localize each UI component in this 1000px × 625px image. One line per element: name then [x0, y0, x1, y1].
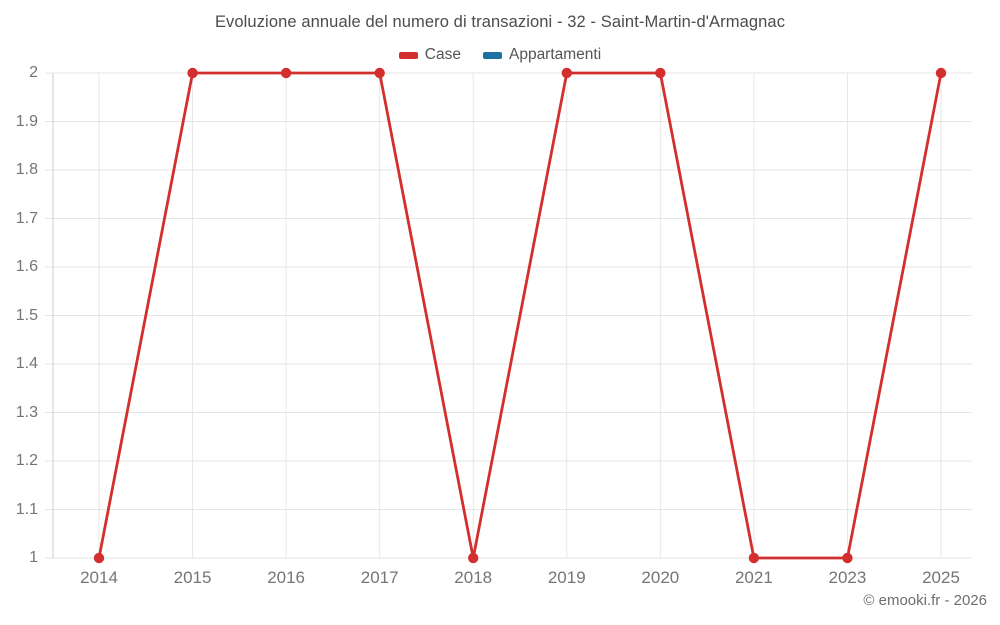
case-data-point[interactable]	[468, 552, 479, 564]
x-tick-label: 2020	[641, 568, 680, 587]
legend-item-appartamenti[interactable]: Appartamenti	[482, 46, 602, 64]
y-tick-label: 1.2	[15, 452, 38, 469]
case-data-point[interactable]	[374, 67, 385, 79]
chart-legend: Case Appartamenti	[0, 45, 1000, 65]
x-tick-label: 2016	[267, 568, 306, 587]
case-series-line	[97, 71, 943, 560]
y-tick-label: 1.5	[15, 306, 38, 324]
y-tick-label: 1.1	[15, 500, 38, 518]
x-tick-label: 2025	[922, 568, 960, 587]
case-data-point[interactable]	[93, 552, 105, 564]
case-data-point[interactable]	[935, 67, 947, 79]
y-tick-label: 1	[29, 549, 38, 566]
x-tick-label: 2023	[828, 568, 867, 587]
x-tick-label: 2014	[80, 568, 118, 587]
case-data-point[interactable]	[655, 67, 666, 79]
case-data-point[interactable]	[748, 552, 760, 564]
y-tick-label: 1.9	[15, 112, 38, 130]
legend-label-case: Case	[424, 46, 461, 63]
x-tick-label: 2019	[547, 568, 586, 587]
x-tick-label: 2018	[454, 568, 493, 587]
y-tick-label: 1.8	[15, 161, 38, 178]
x-tick-label: 2021	[734, 568, 773, 587]
case-data-point[interactable]	[280, 67, 292, 79]
y-tick-label: 1.6	[15, 258, 38, 275]
y-tick-label: 1.4	[15, 355, 38, 372]
chart-title: Evoluzione annuale del numero di transaz…	[214, 13, 786, 31]
case-series-swatch	[398, 51, 418, 59]
case-data-point[interactable]	[187, 67, 198, 79]
appartamenti-series-swatch	[482, 51, 502, 59]
credit-link[interactable]: © emooki.fr - 2026	[863, 592, 987, 609]
y-tick-label: 2	[29, 64, 38, 81]
case-data-point[interactable]	[842, 552, 853, 564]
y-tick-label: 1.3	[15, 403, 38, 421]
x-tick-label: 2015	[173, 568, 212, 587]
x-tick-label: 2017	[360, 568, 399, 587]
legend-label-appartamenti: Appartamenti	[508, 46, 602, 63]
legend-item-case[interactable]: Case	[398, 46, 461, 64]
case-data-point[interactable]	[561, 67, 572, 79]
y-tick-label: 1.7	[15, 209, 38, 227]
